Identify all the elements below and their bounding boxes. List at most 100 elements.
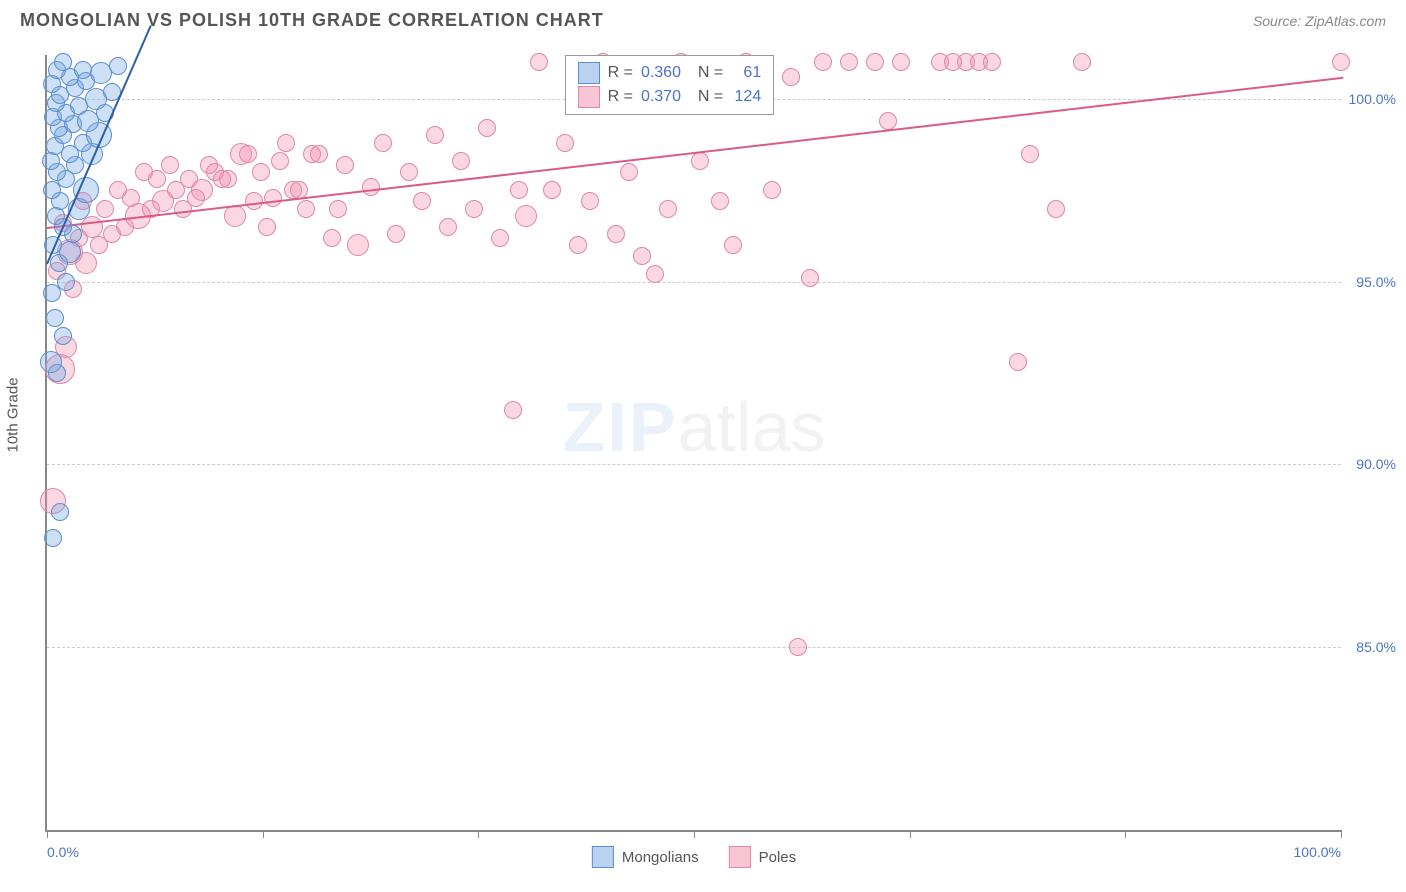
x-tick — [694, 830, 695, 838]
poles-marker — [452, 152, 470, 170]
legend-r-label: R = — [608, 85, 633, 109]
poles-marker — [439, 218, 457, 236]
mongolians-marker — [46, 309, 64, 327]
poles-marker — [581, 192, 599, 210]
legend-n-label: N = — [689, 61, 723, 85]
poles-marker — [426, 126, 444, 144]
poles-marker — [515, 205, 537, 227]
mongolians-swatch — [578, 62, 600, 84]
x-tick — [263, 830, 264, 838]
bottom-legend-label: Mongolians — [622, 849, 699, 866]
x-tick — [478, 830, 479, 838]
y-tick-label: 90.0% — [1356, 456, 1396, 472]
plot-area: ZIPatlas 85.0%90.0%95.0%100.0%0.0%100.0%… — [45, 55, 1341, 832]
mongolians-marker — [44, 529, 62, 547]
poles-marker — [252, 163, 270, 181]
poles-marker — [691, 152, 709, 170]
header: MONGOLIAN VS POLISH 10TH GRADE CORRELATI… — [0, 0, 1406, 36]
poles-marker — [258, 218, 276, 236]
poles-marker — [633, 247, 651, 265]
bottom-legend: Mongolians Poles — [592, 846, 796, 868]
poles-marker — [1021, 145, 1039, 163]
poles-marker — [362, 178, 380, 196]
poles-marker — [347, 234, 369, 256]
poles-marker — [620, 163, 638, 181]
legend-r-value: 0.360 — [641, 61, 681, 85]
poles-marker — [607, 225, 625, 243]
poles-marker — [329, 200, 347, 218]
x-tick — [1341, 830, 1342, 838]
mongolians-marker — [59, 241, 81, 263]
poles-marker — [814, 53, 832, 71]
bottom-legend-label: Poles — [759, 849, 797, 866]
poles-marker — [866, 53, 884, 71]
poles-marker — [239, 145, 257, 163]
gridline — [47, 647, 1341, 648]
poles-marker — [879, 112, 897, 130]
x-tick — [47, 830, 48, 838]
chart-container: 10th Grade ZIPatlas 85.0%90.0%95.0%100.0… — [45, 55, 1341, 832]
mongolians-marker — [109, 57, 127, 75]
source-attribution: Source: ZipAtlas.com — [1253, 13, 1386, 29]
stats-legend: R = 0.360 N = 61R = 0.370 N = 124 — [565, 55, 775, 115]
watermark: ZIPatlas — [563, 387, 826, 467]
poles-marker — [724, 236, 742, 254]
gridline — [47, 282, 1341, 283]
poles-marker — [491, 229, 509, 247]
poles-marker — [109, 181, 127, 199]
poles-marker — [983, 53, 1001, 71]
poles-marker — [1009, 353, 1027, 371]
poles-marker — [81, 216, 103, 238]
poles-marker — [646, 265, 664, 283]
poles-swatch — [578, 86, 600, 108]
poles-marker — [277, 134, 295, 152]
poles-marker — [504, 401, 522, 419]
poles-marker — [1073, 53, 1091, 71]
poles-marker — [187, 189, 205, 207]
poles-marker — [161, 156, 179, 174]
poles-marker — [374, 134, 392, 152]
legend-row-mongolians: R = 0.360 N = 61 — [578, 61, 762, 85]
x-tick-label: 100.0% — [1294, 844, 1341, 860]
x-tick — [910, 830, 911, 838]
poles-marker — [465, 200, 483, 218]
poles-marker — [892, 53, 910, 71]
y-tick-label: 85.0% — [1356, 639, 1396, 655]
mongolians-marker — [54, 327, 72, 345]
poles-marker — [478, 119, 496, 137]
mongolians-marker — [54, 53, 72, 71]
poles-marker — [569, 236, 587, 254]
poles-marker — [387, 225, 405, 243]
x-tick — [1125, 830, 1126, 838]
poles-marker — [543, 181, 561, 199]
poles-marker — [840, 53, 858, 71]
mongolians-marker — [40, 351, 62, 373]
poles-marker — [801, 269, 819, 287]
poles-marker — [413, 192, 431, 210]
bottom-legend-item-poles: Poles — [729, 846, 797, 868]
poles-marker — [1047, 200, 1065, 218]
x-tick-label: 0.0% — [47, 844, 79, 860]
poles-marker — [711, 192, 729, 210]
poles-swatch-icon — [729, 846, 751, 868]
legend-r-label: R = — [608, 61, 633, 85]
mongolians-marker — [57, 273, 75, 291]
poles-marker — [336, 156, 354, 174]
poles-marker — [271, 152, 289, 170]
legend-row-poles: R = 0.370 N = 124 — [578, 85, 762, 109]
poles-marker — [135, 163, 153, 181]
poles-marker — [782, 68, 800, 86]
poles-marker — [659, 200, 677, 218]
poles-marker — [323, 229, 341, 247]
mongolians-swatch-icon — [592, 846, 614, 868]
y-tick-label: 95.0% — [1356, 274, 1396, 290]
bottom-legend-item-mongolians: Mongolians — [592, 846, 699, 868]
poles-marker — [213, 170, 231, 188]
legend-r-value: 0.370 — [641, 85, 681, 109]
poles-marker — [400, 163, 418, 181]
y-tick-label: 100.0% — [1349, 91, 1396, 107]
poles-marker — [556, 134, 574, 152]
poles-marker — [297, 200, 315, 218]
poles-marker — [303, 145, 321, 163]
poles-marker — [96, 200, 114, 218]
